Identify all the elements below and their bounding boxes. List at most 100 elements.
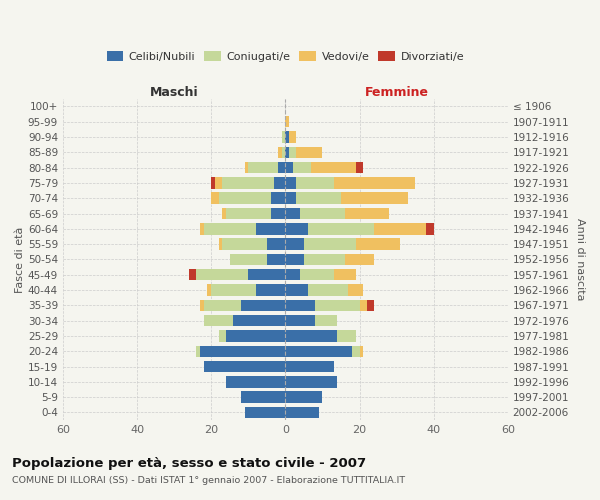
- Bar: [196, 269, 248, 280]
- Bar: [286, 116, 289, 128]
- Bar: [204, 315, 233, 326]
- Bar: [426, 223, 434, 234]
- Bar: [286, 162, 293, 173]
- Bar: [211, 177, 215, 188]
- Bar: [286, 284, 308, 296]
- Text: Popolazione per età, sesso e stato civile - 2007: Popolazione per età, sesso e stato civil…: [12, 458, 366, 470]
- Bar: [286, 177, 296, 188]
- Bar: [356, 238, 400, 250]
- Bar: [286, 300, 315, 311]
- Bar: [293, 162, 311, 173]
- Bar: [256, 284, 286, 296]
- Text: Maschi: Maschi: [150, 86, 199, 98]
- Bar: [218, 238, 223, 250]
- Bar: [286, 146, 289, 158]
- Bar: [304, 254, 344, 265]
- Bar: [311, 162, 356, 173]
- Bar: [196, 346, 200, 357]
- Bar: [344, 254, 374, 265]
- Bar: [359, 346, 363, 357]
- Bar: [286, 315, 315, 326]
- Bar: [300, 269, 334, 280]
- Bar: [337, 330, 356, 342]
- Bar: [248, 269, 286, 280]
- Bar: [296, 177, 334, 188]
- Bar: [200, 346, 286, 357]
- Bar: [286, 361, 334, 372]
- Bar: [274, 177, 286, 188]
- Bar: [211, 192, 218, 204]
- Bar: [226, 208, 271, 220]
- Bar: [308, 223, 374, 234]
- Bar: [286, 223, 308, 234]
- Bar: [204, 361, 286, 372]
- Bar: [349, 284, 363, 296]
- Bar: [215, 177, 223, 188]
- Bar: [218, 192, 271, 204]
- Bar: [286, 254, 304, 265]
- Bar: [248, 162, 278, 173]
- Bar: [334, 177, 415, 188]
- Bar: [286, 269, 300, 280]
- Bar: [204, 223, 256, 234]
- Legend: Celibi/Nubili, Coniugati/e, Vedovi/e, Divorziati/e: Celibi/Nubili, Coniugati/e, Vedovi/e, Di…: [102, 46, 469, 66]
- Bar: [289, 146, 296, 158]
- Bar: [245, 162, 248, 173]
- Bar: [286, 208, 300, 220]
- Bar: [245, 406, 286, 418]
- Bar: [315, 315, 337, 326]
- Bar: [256, 223, 286, 234]
- Bar: [226, 330, 286, 342]
- Bar: [304, 238, 356, 250]
- Bar: [226, 376, 286, 388]
- Bar: [286, 406, 319, 418]
- Bar: [286, 346, 352, 357]
- Bar: [223, 177, 274, 188]
- Bar: [200, 300, 204, 311]
- Bar: [289, 132, 296, 142]
- Bar: [230, 254, 267, 265]
- Bar: [315, 300, 359, 311]
- Bar: [218, 330, 226, 342]
- Bar: [286, 238, 304, 250]
- Bar: [296, 192, 341, 204]
- Bar: [300, 208, 344, 220]
- Bar: [278, 146, 281, 158]
- Bar: [296, 146, 322, 158]
- Bar: [189, 269, 196, 280]
- Bar: [267, 238, 286, 250]
- Bar: [204, 300, 241, 311]
- Bar: [223, 208, 226, 220]
- Bar: [374, 223, 426, 234]
- Y-axis label: Anni di nascita: Anni di nascita: [575, 218, 585, 300]
- Bar: [344, 208, 389, 220]
- Bar: [241, 300, 286, 311]
- Bar: [211, 284, 256, 296]
- Bar: [359, 300, 367, 311]
- Bar: [286, 192, 296, 204]
- Bar: [267, 254, 286, 265]
- Bar: [278, 162, 286, 173]
- Bar: [208, 284, 211, 296]
- Bar: [271, 208, 286, 220]
- Bar: [281, 132, 286, 142]
- Text: Femmine: Femmine: [365, 86, 428, 98]
- Bar: [233, 315, 286, 326]
- Bar: [286, 330, 337, 342]
- Bar: [352, 346, 359, 357]
- Bar: [341, 192, 408, 204]
- Bar: [223, 238, 267, 250]
- Bar: [286, 132, 289, 142]
- Bar: [281, 146, 286, 158]
- Bar: [286, 392, 322, 403]
- Bar: [200, 223, 204, 234]
- Bar: [367, 300, 374, 311]
- Bar: [271, 192, 286, 204]
- Bar: [308, 284, 349, 296]
- Text: COMUNE DI ILLORAI (SS) - Dati ISTAT 1° gennaio 2007 - Elaborazione TUTTITALIA.IT: COMUNE DI ILLORAI (SS) - Dati ISTAT 1° g…: [12, 476, 405, 485]
- Bar: [356, 162, 363, 173]
- Bar: [286, 376, 337, 388]
- Bar: [241, 392, 286, 403]
- Y-axis label: Fasce di età: Fasce di età: [15, 226, 25, 292]
- Bar: [334, 269, 356, 280]
